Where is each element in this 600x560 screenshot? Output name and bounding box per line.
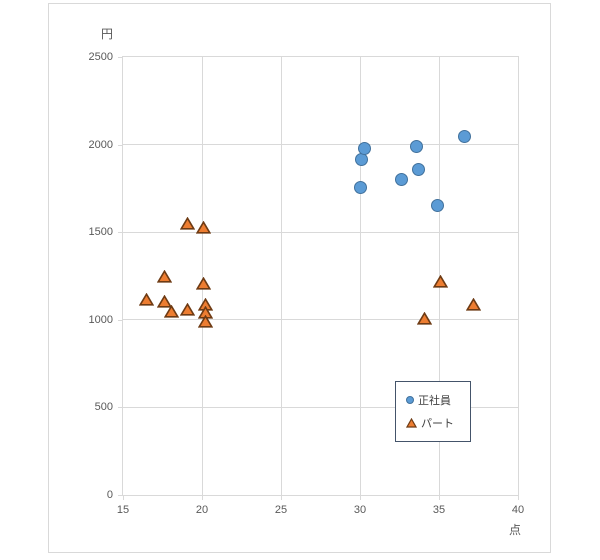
data-point-triangle [180, 302, 196, 316]
data-point-circle [353, 181, 367, 195]
y-tick-mark [118, 319, 122, 321]
data-point-triangle [417, 311, 433, 325]
data-point-triangle [180, 216, 196, 230]
x-tick-label: 35 [432, 504, 446, 516]
x-tick-label: 15 [116, 504, 130, 516]
data-point-circle [430, 198, 444, 212]
y-tick-label: 2000 [88, 138, 113, 151]
x-tick-label: 20 [195, 504, 209, 516]
gridline-x [359, 57, 361, 495]
data-point-circle [355, 152, 369, 166]
data-point-circle [410, 139, 424, 153]
data-point-triangle [139, 293, 155, 306]
x-axis-title: 点 [508, 523, 521, 537]
data-point-triangle [433, 274, 449, 288]
x-tick-mark [123, 496, 124, 500]
gridline-y [123, 231, 518, 233]
y-tick-label: 2500 [88, 51, 113, 63]
x-tick-label: 25 [274, 504, 288, 516]
y-tick-mark [118, 232, 122, 234]
gridline-y [123, 319, 518, 321]
legend-label: 正社員 [418, 394, 451, 407]
gridline-y [123, 406, 518, 408]
legend-label: パート [421, 418, 454, 431]
data-point-circle [358, 142, 372, 156]
gridline-x [280, 57, 282, 495]
chart-frame: 円 点 正社員 パート 15 20 25 30 35 40 0 500 1000 1500 2000… [48, 3, 551, 553]
data-point-triangle [164, 305, 180, 319]
gridline-x [438, 57, 440, 495]
y-tick-mark [118, 144, 122, 146]
legend-marker-triangle-icon [406, 418, 417, 428]
legend-item-seishain: 正社員 [406, 392, 470, 408]
y-tick-label: 1500 [88, 226, 113, 239]
x-tick-mark [281, 496, 282, 500]
x-tick-mark [360, 496, 361, 500]
y-tick-label: 0 [106, 489, 113, 501]
gridline-x [201, 57, 203, 495]
x-tick-label: 40 [511, 504, 525, 516]
data-point-triangle [156, 294, 172, 308]
y-tick-mark [118, 57, 122, 58]
data-point-triangle [156, 270, 172, 283]
x-tick-label: 30 [353, 504, 367, 516]
data-point-triangle [196, 276, 212, 290]
plot-area [122, 56, 519, 496]
x-tick-mark [439, 496, 440, 500]
data-point-triangle [196, 221, 212, 234]
x-tick-mark [202, 496, 203, 500]
data-point-circle [457, 130, 471, 144]
data-point-circle [394, 173, 408, 187]
x-tick-mark [518, 496, 519, 500]
y-tick-mark [118, 407, 122, 409]
legend-marker-circle-icon [406, 395, 414, 404]
data-point-triangle [197, 315, 213, 328]
legend: 正社員 パート [395, 381, 471, 442]
gridline-y [123, 144, 518, 146]
data-point-circle [411, 162, 425, 176]
y-tick-label: 1000 [88, 313, 113, 326]
y-tick-label: 500 [94, 401, 113, 414]
y-tick-mark [118, 495, 122, 496]
data-point-triangle [466, 298, 482, 312]
legend-item-part: パート [406, 415, 470, 431]
y-axis-title: 円 [100, 27, 113, 41]
